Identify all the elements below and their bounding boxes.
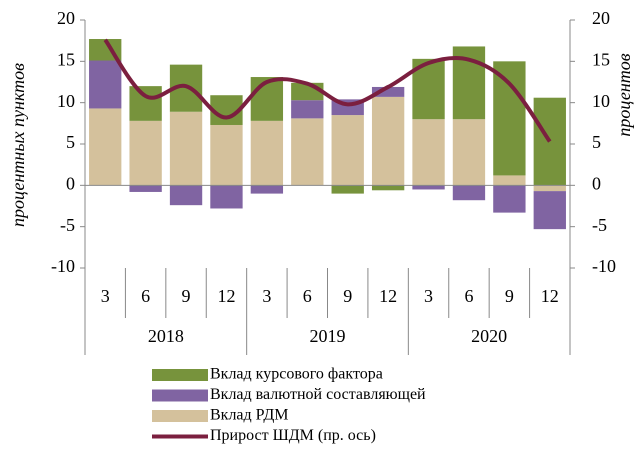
x-tick-label: 3: [101, 286, 110, 306]
bar: [129, 86, 162, 121]
y2-tick-label: -5: [592, 215, 607, 235]
bar: [452, 119, 486, 186]
line: [103, 38, 552, 143]
x-tick-label: 12: [217, 286, 235, 306]
y2-tick-label: 10: [592, 91, 610, 111]
bar: [331, 115, 364, 186]
year-label: 2019: [310, 326, 346, 346]
y-tick-label: 0: [66, 173, 75, 193]
bar: [533, 191, 566, 230]
x-tick-label: 6: [303, 286, 312, 306]
bar: [291, 118, 324, 186]
bar: [169, 111, 203, 186]
bar: [89, 108, 122, 186]
bar: [129, 185, 162, 192]
bar: [533, 185, 566, 192]
legend-label: Вклад РДМ: [210, 407, 289, 424]
y-tick-label: 20: [57, 8, 75, 28]
bar: [452, 185, 486, 201]
legend-label: Вклад курсового фактора: [210, 366, 383, 383]
bar: [169, 185, 203, 206]
bar: [331, 185, 364, 194]
bar: [371, 86, 405, 97]
x-tick-label: 9: [182, 286, 191, 306]
x-tick-label: 6: [464, 286, 473, 306]
x-tick-label: 9: [505, 286, 514, 306]
year-label: 2018: [148, 326, 184, 346]
y2-axis-label: процентов: [614, 53, 634, 136]
y2-tick-label: 20: [592, 8, 610, 28]
legend-swatch: [152, 389, 208, 402]
y-tick-label: 15: [57, 49, 75, 69]
y2-tick-label: -10: [592, 256, 616, 276]
y-tick-label: 10: [57, 91, 75, 111]
bar: [210, 124, 243, 186]
y-axis-label: процентных пунктов: [8, 63, 28, 227]
bar: [291, 100, 324, 119]
legend-swatch: [152, 369, 208, 381]
bar: [412, 185, 445, 190]
bar: [250, 77, 284, 121]
y-tick-label: -10: [51, 256, 75, 276]
bar: [493, 175, 526, 186]
bar: [371, 185, 405, 191]
y2-tick-label: 15: [592, 49, 610, 69]
x-tick-label: 3: [262, 286, 271, 306]
bar: [493, 61, 526, 176]
bar: [250, 120, 284, 186]
bar: [493, 185, 526, 213]
bar: [210, 185, 243, 209]
bar: [89, 60, 122, 109]
legend-swatch: [152, 410, 208, 422]
x-tick-label: 3: [424, 286, 433, 306]
bar: [129, 120, 162, 186]
y2-tick-label: 5: [592, 132, 601, 152]
bar: [250, 185, 284, 194]
y2-tick-label: 0: [592, 173, 601, 193]
y-tick-label: 5: [66, 132, 75, 152]
legend-label: Прирост ШДМ (пр. ось): [210, 427, 376, 444]
x-tick-label: 12: [379, 286, 397, 306]
legend-label: Вклад валютной составляющей: [210, 386, 426, 403]
x-tick-label: 12: [541, 286, 559, 306]
bar: [371, 96, 405, 186]
year-label: 2020: [471, 326, 507, 346]
y-tick-label: -5: [60, 215, 75, 235]
x-tick-label: 6: [141, 286, 150, 306]
bar: [412, 119, 445, 186]
x-tick-label: 9: [343, 286, 352, 306]
